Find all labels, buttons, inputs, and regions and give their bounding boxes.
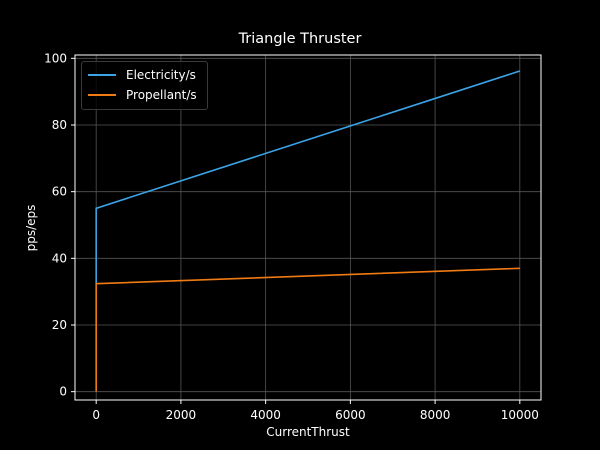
x-tick-label: 2000 — [166, 408, 197, 422]
legend-label: Electricity/s — [126, 68, 196, 82]
x-tick-label: 6000 — [335, 408, 366, 422]
legend-label: Propellant/s — [126, 88, 197, 102]
x-tick-label: 10000 — [501, 408, 539, 422]
y-tick-label: 60 — [52, 185, 67, 199]
series-line — [95, 70, 521, 284]
y-tick-label: 20 — [52, 318, 67, 332]
electricity-line-swatch — [88, 74, 116, 76]
y-tick-label: 100 — [44, 51, 67, 65]
x-tick-label: 8000 — [420, 408, 451, 422]
propellant-line-swatch — [88, 94, 116, 96]
legend: Electricity/s Propellant/s — [81, 61, 208, 110]
legend-item-electricity: Electricity/s — [88, 67, 196, 83]
axes-frame — [74, 54, 542, 401]
legend-item-propellant: Propellant/s — [88, 87, 197, 103]
y-tick-label: 0 — [59, 385, 67, 399]
chart-title: Triangle Thruster — [238, 31, 362, 47]
series-line — [95, 267, 520, 392]
y-tick-label: 80 — [52, 118, 67, 132]
x-axis-label: CurrentThrust — [266, 425, 350, 439]
y-tick-label: 40 — [52, 251, 67, 265]
x-tick-label: 0 — [92, 408, 100, 422]
x-tick-label: 4000 — [250, 408, 281, 422]
